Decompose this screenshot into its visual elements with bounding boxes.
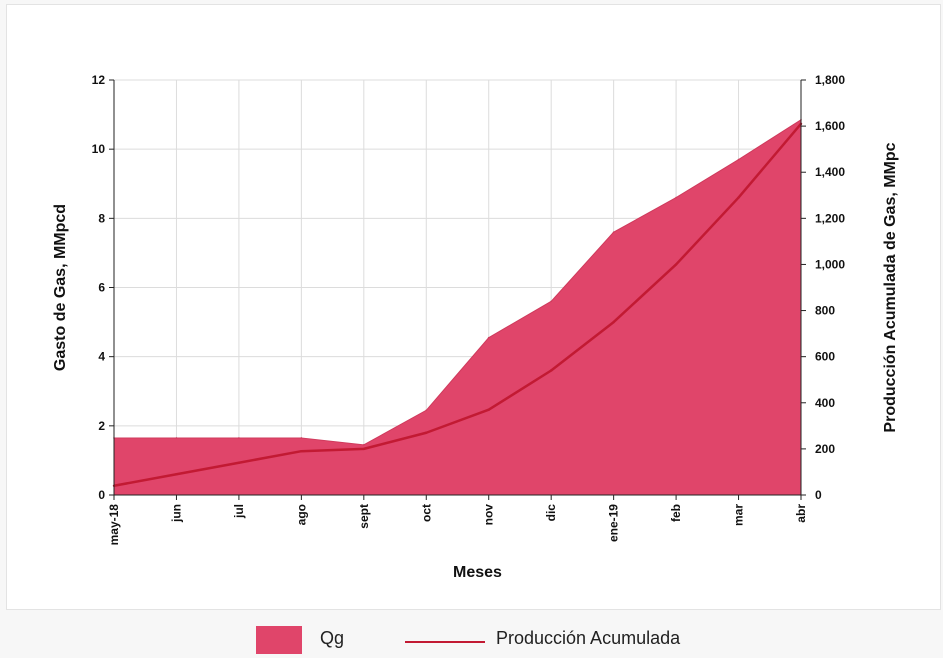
y-tick-label-left: 8 [98, 211, 105, 225]
y-tick-label-right: 1,400 [815, 165, 845, 179]
cumulative-point [674, 263, 678, 266]
x-tick-label: sept [357, 504, 371, 529]
y-tick-label-left: 6 [98, 281, 105, 295]
legend-line-cumulative [405, 641, 485, 643]
cumulative-point [425, 431, 428, 434]
x-tick-label: oct [419, 504, 433, 522]
x-tick-label: nov [482, 504, 496, 526]
cumulative-point [237, 461, 241, 464]
y-tick-label-right: 600 [815, 350, 835, 364]
y-tick-label-left: 2 [98, 419, 105, 433]
qg-point [238, 437, 240, 439]
y-tick-label-right: 1,200 [815, 211, 845, 225]
tick-labels: 0 2 4 6 8 10 12 0 200 400 600 800 1,000 1,200 1,400 1,6… [92, 73, 846, 545]
cumulative-production-line [113, 122, 802, 488]
qg-area-layer [113, 118, 802, 496]
x-axis-title: Meses [453, 564, 502, 581]
x-tick-label: abr [794, 504, 808, 523]
x-tick-label: ago [294, 504, 308, 525]
y-tick-label-left: 12 [92, 73, 106, 87]
y-tick-label-left: 10 [92, 142, 106, 156]
x-tick-label: ene-19 [607, 504, 621, 542]
cumulative-point [549, 369, 553, 372]
x-tick-label: feb [669, 504, 683, 522]
qg-point [175, 437, 178, 439]
x-tick-label: jun [169, 504, 183, 523]
qg-point [737, 158, 740, 161]
x-tick-label: dic [544, 504, 558, 522]
cumulative-point [612, 320, 615, 324]
qg-point [300, 437, 303, 439]
cumulative-point [487, 408, 490, 411]
qg-point [675, 196, 677, 199]
legend-swatch-qg [256, 626, 302, 654]
y-axis-title-right: Producción Acumulada de Gas, MMpc [882, 142, 899, 432]
y-tick-label-right: 800 [815, 304, 835, 318]
qg-point [363, 444, 365, 446]
cumulative-line-layer [112, 122, 803, 488]
y-tick-label-left: 4 [98, 350, 105, 364]
y-tick-label-left: 0 [98, 488, 105, 502]
cumulative-point [175, 473, 178, 476]
legend: Qg Producción Acumulada [0, 622, 943, 658]
y-tick-label-right: 1,000 [815, 257, 845, 271]
cumulative-point [300, 449, 303, 453]
chart-panel: 0 2 4 6 8 10 12 0 200 400 600 800 1,000 1,200 1,400 1,6… [6, 4, 941, 610]
cumulative-point [362, 447, 366, 451]
y-axis-title-left: Gasto de Gas, MMpcd [52, 204, 69, 371]
y-tick-label-right: 0 [815, 488, 822, 502]
x-tick-label: jul [232, 504, 246, 519]
qg-point [550, 300, 552, 303]
qg-point [425, 409, 428, 412]
chart-svg: 0 2 4 6 8 10 12 0 200 400 600 800 1,000 1,200 1,400 1,6… [52, 73, 899, 581]
qg-area [113, 118, 802, 496]
y-tick-label-right: 400 [815, 396, 835, 410]
x-tick-label: may-18 [107, 504, 121, 546]
axes [109, 79, 806, 500]
y-tick-label-right: 1,600 [815, 119, 845, 133]
y-tick-label-right: 200 [815, 442, 835, 456]
cumulative-point [737, 196, 740, 199]
legend-label-cumulative: Producción Acumulada [496, 628, 681, 648]
qg-point [612, 231, 615, 233]
qg-point [487, 336, 490, 339]
legend-label-qg: Qg [320, 628, 345, 648]
x-tick-label: mar [732, 504, 746, 526]
y-tick-label-right: 1,800 [815, 73, 845, 87]
